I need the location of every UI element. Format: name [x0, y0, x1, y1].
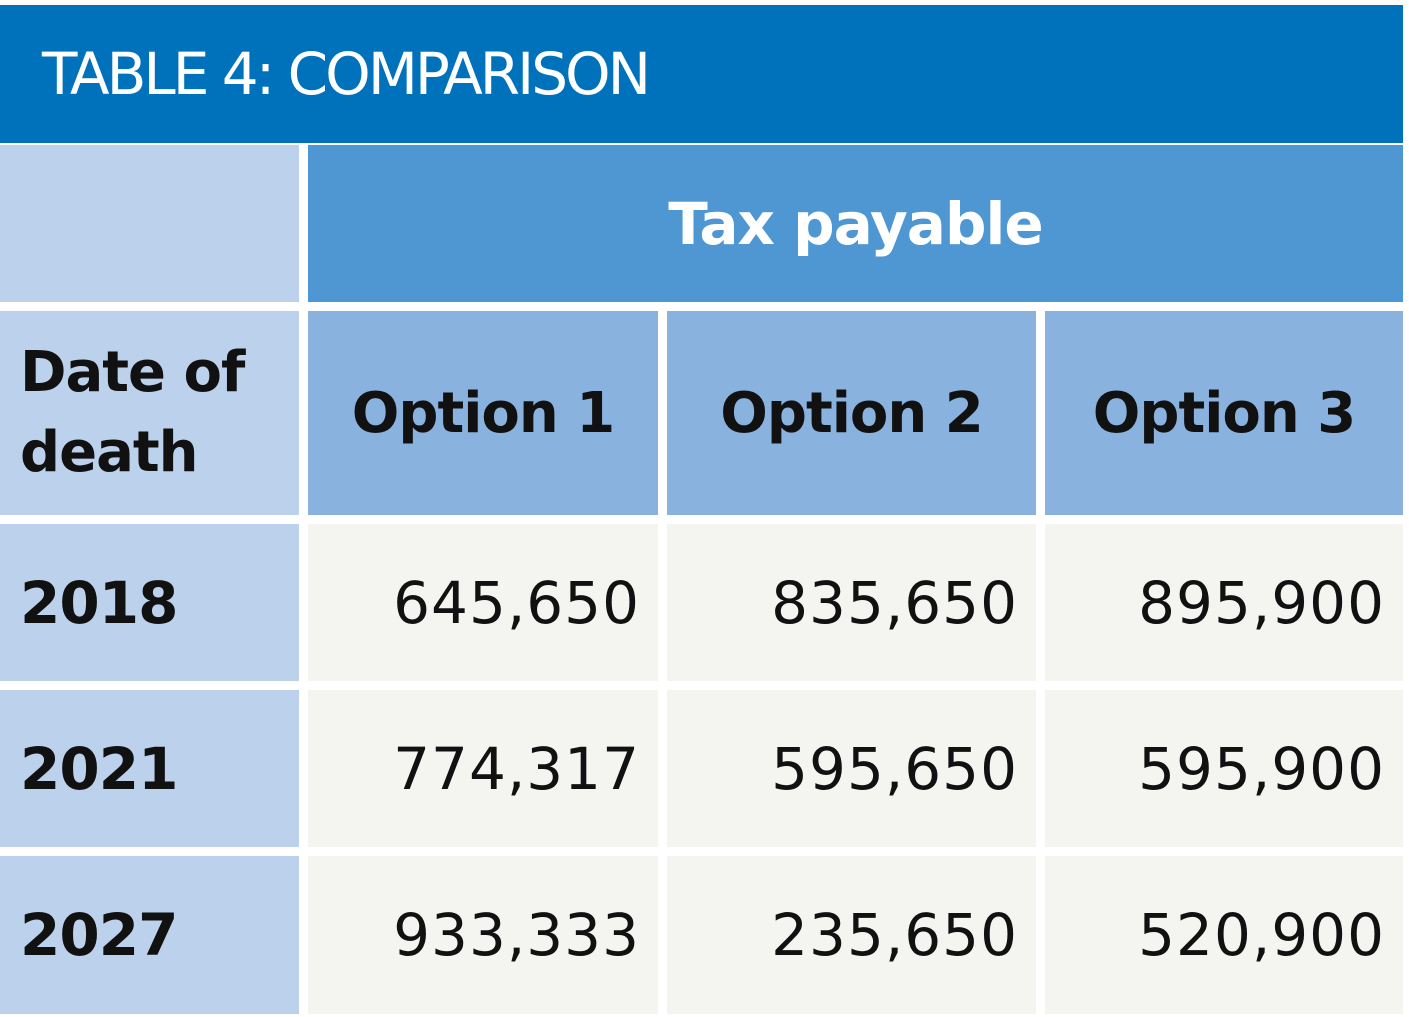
table-cell: 645,650 [308, 524, 658, 681]
table-cell: 933,333 [308, 856, 658, 1014]
row-header-2018: 2018 [0, 524, 299, 681]
row-header-2021: 2021 [0, 690, 299, 847]
table-corner-cell [0, 145, 299, 302]
table-cell: 595,650 [667, 690, 1036, 847]
column-header-option-3: Option 3 [1045, 311, 1403, 515]
column-header-option-1: Option 1 [308, 311, 658, 515]
table-cell: 520,900 [1045, 856, 1403, 1014]
column-header-option-2: Option 2 [667, 311, 1036, 515]
table-cell: 235,650 [667, 856, 1036, 1014]
table-cell: 895,900 [1045, 524, 1403, 681]
row-header-2027: 2027 [0, 856, 299, 1014]
table-cell: 595,900 [1045, 690, 1403, 847]
table-cell: 835,650 [667, 524, 1036, 681]
table-cell: 774,317 [308, 690, 658, 847]
stub-header-date-of-death: Date of death [0, 311, 299, 515]
group-header-tax-payable: Tax payable [308, 145, 1403, 302]
table-title: TABLE 4: COMPARISON [0, 5, 1403, 143]
